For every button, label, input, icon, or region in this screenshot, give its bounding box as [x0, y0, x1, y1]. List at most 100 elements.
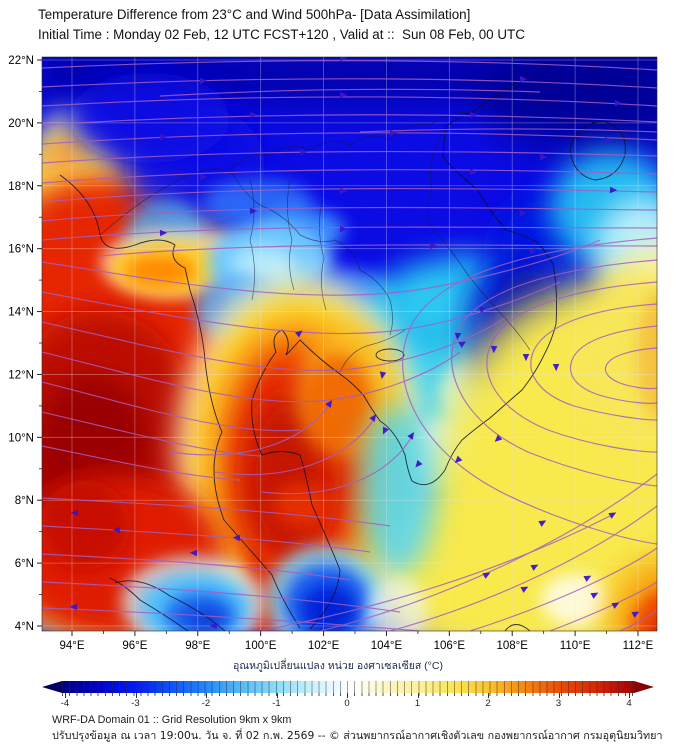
- colorbar-major-tick: [65, 693, 66, 698]
- colorbar-major-tick: [488, 693, 489, 698]
- y-axis-tick-label: 12°N: [8, 369, 34, 381]
- wind-arrow-icon: [522, 354, 530, 362]
- wind-arrow-icon: [530, 564, 539, 571]
- wind-arrow-icon: [340, 187, 348, 195]
- wind-arrow-icon: [430, 242, 438, 250]
- y-axis-tick-label: 20°N: [8, 118, 34, 130]
- y-axis-tick-label: 8°N: [15, 495, 34, 507]
- footer-domain-info: WRF-DA Domain 01 :: Grid Resolution 9km …: [52, 714, 292, 726]
- wind-streamlines: [42, 60, 657, 631]
- wind-arrow-icon: [519, 209, 528, 217]
- wind-arrow-icon: [519, 75, 528, 83]
- wind-arrow-icon: [494, 434, 503, 442]
- wind-arrow-icon: [538, 520, 547, 527]
- wind-arrow-icon: [209, 622, 218, 630]
- wind-arrow-icon: [299, 148, 308, 156]
- colorbar-title: อุณหภูมิเปลี่ยนแปลง หน่วย องศาเซลเซียส (…: [233, 660, 443, 672]
- wind-arrow-icon: [70, 509, 79, 517]
- wind-arrow-icon: [199, 77, 208, 85]
- temperature-field: [42, 57, 657, 631]
- wind-arrow-icon: [609, 186, 618, 194]
- page-subtitle: Initial Time : Monday 02 Feb, 12 UTC FCS…: [38, 27, 525, 42]
- wind-arrow-icon: [482, 572, 491, 579]
- colorbar-major-tick: [206, 693, 207, 698]
- wind-arrow-icon: [249, 207, 258, 215]
- wind-arrow-icon: [631, 611, 640, 618]
- title-block: Temperature Difference from 23°C and Win…: [38, 5, 525, 45]
- wind-arrow-icon: [454, 455, 463, 464]
- x-axis-tick-label: 104°E: [371, 640, 403, 652]
- colorbar-minor-ticks: [62, 693, 634, 696]
- x-axis-tick-label: 108°E: [496, 640, 528, 652]
- x-axis-tick-label: 102°E: [308, 640, 340, 652]
- wind-arrow-icon: [199, 173, 208, 181]
- y-axis-tick-label: 6°N: [15, 558, 34, 570]
- x-axis-tick-label: 98°E: [185, 640, 210, 652]
- colorbar-tick-label: -4: [60, 698, 70, 709]
- wind-arrow-icon: [189, 549, 198, 557]
- y-axis-tick-label: 16°N: [8, 244, 34, 256]
- x-axis-tick-label: 112°E: [623, 640, 654, 652]
- wind-arrow-icon: [379, 371, 387, 380]
- wind-arrow-icon: [69, 603, 78, 611]
- colorbar-major-tick: [558, 693, 560, 698]
- wind-arrow-icon: [590, 592, 599, 599]
- colorbar: -4 -3 -2 -1 0 1 2 3 4: [42, 681, 654, 709]
- plot-frame: [41, 56, 658, 632]
- wind-arrow-icon: [112, 526, 121, 534]
- wind-arrow-icon: [469, 168, 478, 176]
- wind-arrow-icon: [369, 414, 377, 422]
- y-axis-tick-label: 4°N: [15, 621, 34, 633]
- wind-arrow-icon: [294, 330, 303, 338]
- footer-update-info: ปรับปรุงข้อมูล ณ เวลา 19:00น. วัน จ. ที่…: [52, 729, 663, 742]
- x-axis-tick-label: 110°E: [560, 640, 591, 652]
- colorbar-tick-label: 3: [555, 698, 562, 709]
- wind-arrow-icon: [390, 129, 398, 137]
- footer: WRF-DA Domain 01 :: Grid Resolution 9km …: [52, 712, 663, 744]
- wind-arrow-icon: [382, 426, 389, 435]
- wind-arrow-icon: [490, 345, 498, 354]
- colorbar-tick-label: -1: [272, 698, 281, 709]
- colorbar-segments: [62, 681, 634, 693]
- colorbar-major-tick: [135, 693, 137, 698]
- colorbar-tick-label: 4: [626, 698, 632, 709]
- wind-arrow-icon: [583, 575, 592, 582]
- wind-arrow-icon: [611, 602, 620, 609]
- colorbar-underflow-arrow: [42, 681, 62, 693]
- x-axis-tick-label: 106°E: [434, 640, 466, 652]
- page-title: Temperature Difference from 23°C and Win…: [38, 7, 471, 22]
- wind-arrow-icon: [552, 363, 560, 372]
- wind-arrow-icon: [340, 57, 348, 62]
- wind-arrow-icon: [415, 459, 423, 468]
- colorbar-major-tick: [629, 693, 630, 698]
- y-axis-tick-label: 22°N: [8, 55, 34, 67]
- wind-arrow-icon: [325, 400, 333, 408]
- wind-arrow-icon: [478, 306, 487, 313]
- wind-arrow-icon: [159, 229, 168, 237]
- wind-arrow-icon: [520, 586, 529, 593]
- x-axis-tick-label: 94°E: [59, 640, 84, 652]
- wind-arrow-icon: [454, 332, 462, 341]
- wind-arrow-icon: [249, 111, 258, 119]
- colorbar-major-tick: [347, 693, 348, 698]
- wind-arrow-icon: [159, 133, 168, 141]
- wind-arrow-icon: [614, 99, 623, 107]
- colorbar-overflow-arrow: [634, 681, 654, 693]
- colorbar-major-tick: [276, 693, 278, 698]
- x-axis-tick-label: 100°E: [245, 640, 277, 652]
- wind-arrow-icon: [604, 136, 613, 144]
- y-axis-tick-label: 14°N: [8, 307, 34, 319]
- wind-arrow-icon: [539, 153, 548, 161]
- wind-arrowheads: [69, 57, 640, 630]
- wind-arrow-icon: [339, 225, 348, 233]
- colorbar-tick-label: -2: [201, 698, 211, 709]
- colorbar-tick-label: 0: [344, 698, 350, 709]
- x-axis-tick-label: 96°E: [122, 640, 147, 652]
- weather-map: 94°E 96°E 98°E 100°E 102°E 104°E 106°E 108°E 110…: [8, 55, 658, 652]
- wind-arrow-icon: [232, 534, 241, 542]
- wind-arrow-icon: [407, 432, 415, 440]
- wind-arrow-icon: [469, 111, 478, 119]
- y-axis-tick-label: 10°N: [8, 432, 34, 444]
- axis-ticks-and-labels: 94°E 96°E 98°E 100°E 102°E 104°E 106°E 108°E 110…: [8, 55, 653, 652]
- coastlines: [59, 75, 626, 631]
